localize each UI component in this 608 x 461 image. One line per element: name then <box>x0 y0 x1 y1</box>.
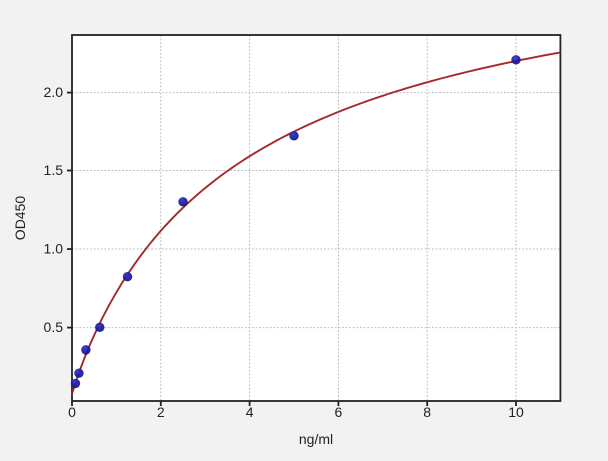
svg-text:OD450: OD450 <box>12 196 28 241</box>
svg-text:2.0: 2.0 <box>44 84 64 100</box>
svg-text:10: 10 <box>508 404 524 420</box>
svg-text:6: 6 <box>335 404 343 420</box>
svg-text:0.5: 0.5 <box>44 319 64 335</box>
svg-text:8: 8 <box>423 404 431 420</box>
svg-text:1.5: 1.5 <box>44 162 64 178</box>
svg-text:1.0: 1.0 <box>44 241 64 257</box>
svg-text:2: 2 <box>157 404 165 420</box>
svg-text:0: 0 <box>68 404 76 420</box>
svg-text:ng/ml: ng/ml <box>299 431 333 447</box>
svg-text:4: 4 <box>246 404 254 420</box>
